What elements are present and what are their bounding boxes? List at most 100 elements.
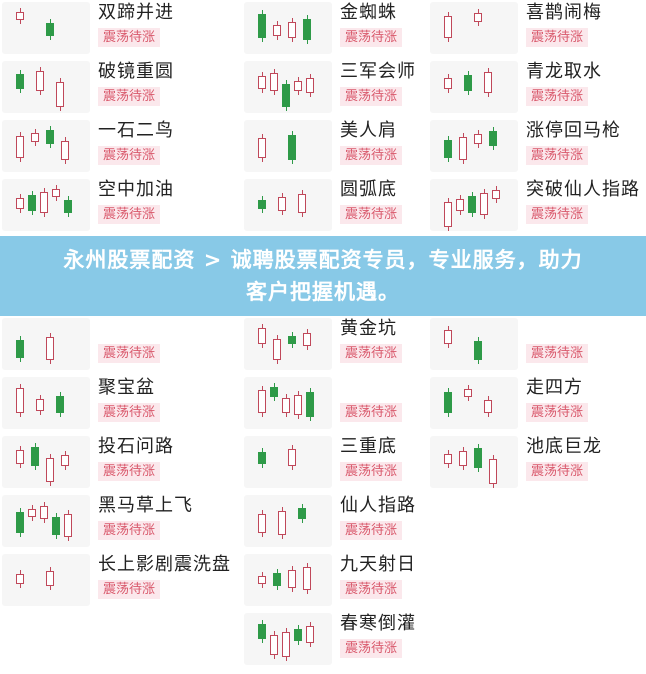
pattern-item[interactable]: 圆弧底 震荡待涨 — [244, 177, 454, 233]
pattern-chart-thumbnail — [430, 377, 518, 429]
candle-body — [282, 632, 290, 657]
candle-body — [258, 390, 266, 413]
pattern-item[interactable]: 双蹄并进 震荡待涨 — [2, 0, 212, 56]
pattern-tag: 震荡待涨 — [98, 28, 161, 47]
candle-body — [282, 398, 290, 413]
pattern-title: 投石问路 — [98, 436, 174, 457]
pattern-item[interactable]: 池底巨龙 震荡待涨 — [430, 434, 640, 490]
candle-body — [298, 194, 306, 213]
pattern-item[interactable]: 九天射日 震荡待涨 — [244, 552, 454, 608]
candle-body — [258, 624, 266, 639]
candle-body — [278, 197, 286, 211]
pattern-item[interactable]: 涨停回马枪 震荡待涨 — [430, 118, 640, 174]
candle-body — [52, 517, 60, 535]
pattern-tag: 震荡待涨 — [340, 146, 403, 165]
pattern-item[interactable]: 青龙取水 震荡待涨 — [430, 59, 640, 115]
pattern-title: 黑马草上飞 — [98, 495, 193, 516]
pattern-chart-thumbnail — [430, 120, 518, 172]
pattern-chart-thumbnail — [2, 436, 90, 488]
pattern-title: 春寒倒灌 — [340, 613, 416, 634]
candle-body — [474, 13, 482, 22]
candle-body — [474, 448, 482, 468]
pattern-tag: 震荡待涨 — [98, 521, 161, 540]
pattern-title: 圆弧底 — [340, 179, 397, 200]
candle-body — [273, 25, 281, 36]
candle-body — [273, 573, 281, 586]
pattern-item[interactable]: 喜鹊闹梅 震荡待涨 — [430, 0, 640, 56]
candle-body — [40, 192, 48, 213]
pattern-chart-thumbnail — [244, 495, 332, 547]
pattern-title: 九天射日 — [340, 554, 416, 575]
candle-body — [16, 574, 24, 584]
pattern-title: 三重底 — [340, 436, 397, 457]
pattern-item[interactable]: 仙人指路 震荡待涨 — [244, 493, 454, 549]
pattern-chart-thumbnail — [430, 179, 518, 231]
candle-body — [288, 135, 296, 160]
candle-body — [64, 200, 72, 213]
pattern-title: 青龙取水 — [526, 61, 602, 82]
pattern-item[interactable]: 突破仙人指路 震荡待涨 — [430, 177, 640, 233]
candle-body — [36, 399, 44, 411]
candle-body — [444, 140, 452, 158]
pattern-item[interactable]: 三军会师 震荡待涨 — [244, 59, 454, 115]
pattern-title: 走四方 — [526, 377, 583, 398]
candle-body — [258, 138, 266, 158]
pattern-title: 长上影剧震洗盘 — [98, 554, 231, 575]
pattern-tag: 震荡待涨 — [526, 403, 589, 422]
candle-body — [464, 389, 472, 397]
candle-body — [16, 12, 24, 20]
candle-body — [474, 341, 482, 360]
banner-line-2: 客户把握机遇。 — [246, 280, 400, 304]
pattern-title: 三军会师 — [340, 61, 416, 82]
candle-body — [288, 570, 296, 588]
candle-body — [270, 635, 278, 655]
pattern-item[interactable]: 破镜重圆 震荡待涨 — [2, 59, 212, 115]
pattern-item[interactable]: 金蜘蛛 震荡待涨 — [244, 0, 454, 56]
pattern-item[interactable]: 长上影剧震洗盘 震荡待涨 — [2, 552, 230, 608]
pattern-tag: 震荡待涨 — [340, 87, 403, 106]
candle-body — [444, 78, 452, 89]
candle-body — [444, 392, 452, 413]
pattern-item[interactable]: 聚宝盆 震荡待涨 — [2, 375, 212, 431]
pattern-chart-thumbnail — [2, 377, 90, 429]
candle-body — [28, 509, 36, 517]
pattern-item[interactable]: 震荡待涨 — [244, 375, 454, 431]
pattern-item[interactable]: 震荡待涨 — [430, 316, 640, 372]
pattern-title: 仙人指路 — [340, 495, 416, 516]
pattern-item[interactable]: 震荡待涨 — [2, 316, 212, 372]
pattern-tag: 震荡待涨 — [340, 462, 403, 481]
pattern-tag: 震荡待涨 — [98, 403, 161, 422]
candle-body — [464, 75, 472, 91]
pattern-title: 金蜘蛛 — [340, 2, 397, 23]
candle-body — [278, 511, 286, 535]
candle-body — [444, 330, 452, 344]
candle-body — [31, 447, 39, 466]
pattern-item[interactable]: 空中加油 震荡待涨 — [2, 177, 212, 233]
pattern-title: 空中加油 — [98, 179, 174, 200]
pattern-item[interactable]: 三重底 震荡待涨 — [244, 434, 454, 490]
pattern-chart-thumbnail — [2, 179, 90, 231]
pattern-item[interactable]: 春寒倒灌 震荡待涨 — [244, 611, 454, 667]
pattern-tag: 震荡待涨 — [526, 344, 589, 363]
candle-body — [459, 451, 467, 466]
pattern-tag: 震荡待涨 — [98, 87, 161, 106]
pattern-item[interactable]: 走四方 震荡待涨 — [430, 375, 640, 431]
overlay-banner[interactable]: 永州股票配资 > 诚聘股票配资专员，专业服务，助力 客户把握机遇。 — [0, 236, 646, 316]
pattern-tag: 震荡待涨 — [340, 344, 403, 363]
candle-body — [444, 454, 452, 464]
pattern-title: 双蹄并进 — [98, 2, 174, 23]
candle-body — [282, 84, 290, 107]
candle-body — [306, 78, 314, 93]
pattern-tag: 震荡待涨 — [340, 521, 403, 540]
pattern-title: 喜鹊闹梅 — [526, 2, 602, 23]
pattern-item[interactable]: 黑马草上飞 震荡待涨 — [2, 493, 212, 549]
candle-body — [46, 23, 54, 36]
candle-body — [16, 388, 24, 413]
pattern-tag: 震荡待涨 — [340, 28, 403, 47]
pattern-tag: 震荡待涨 — [340, 205, 403, 224]
pattern-item[interactable]: 黄金坑 震荡待涨 — [244, 316, 454, 372]
pattern-item[interactable]: 投石问路 震荡待涨 — [2, 434, 212, 490]
candle-body — [258, 576, 266, 584]
pattern-item[interactable]: 一石二鸟 震荡待涨 — [2, 118, 212, 174]
pattern-item[interactable]: 美人肩 震荡待涨 — [244, 118, 454, 174]
